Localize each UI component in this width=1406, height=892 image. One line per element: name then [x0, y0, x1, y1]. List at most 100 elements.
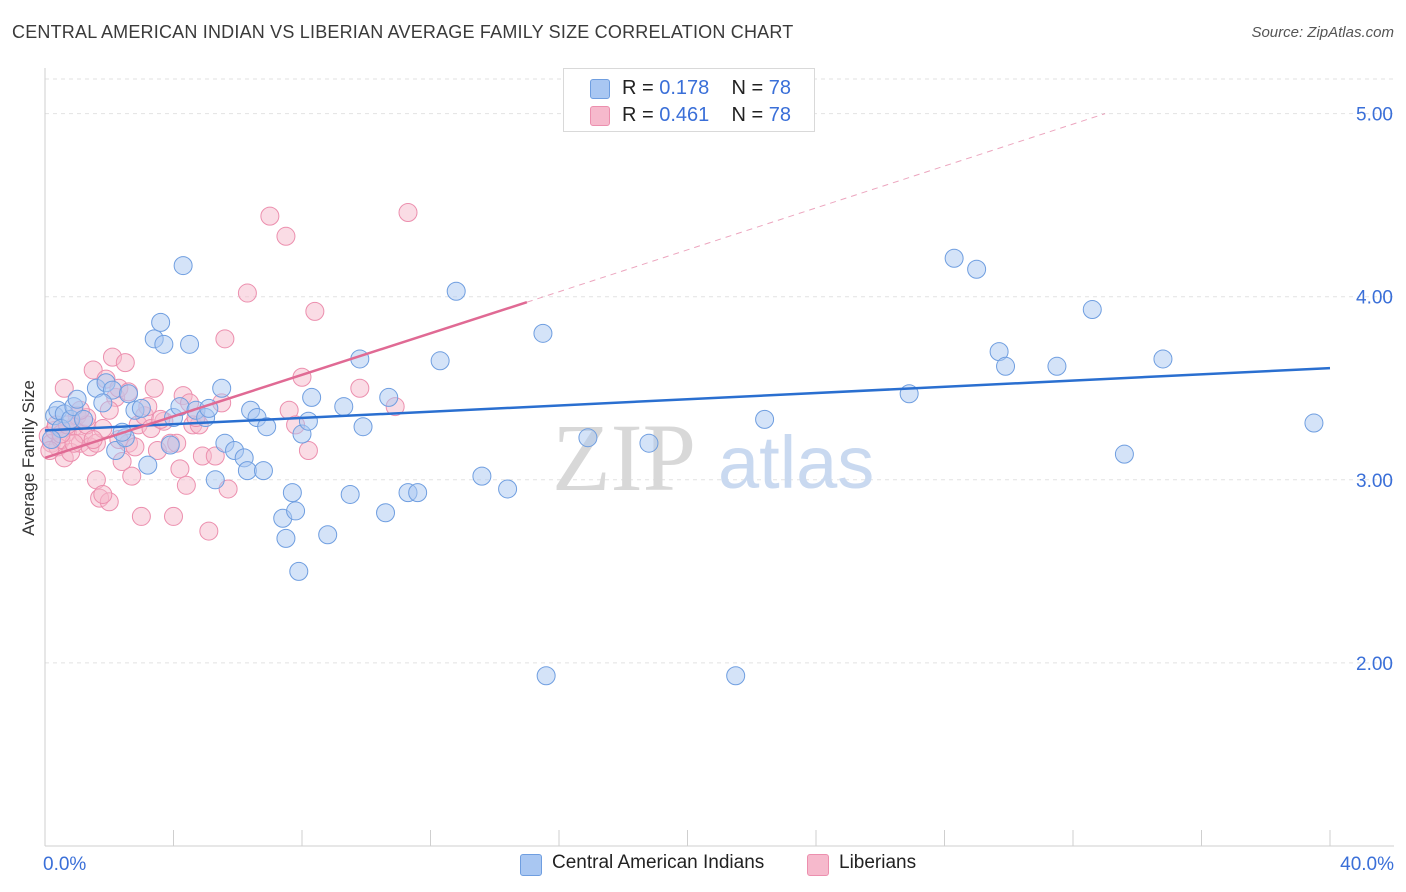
correlation-legend: R = 0.178 N = 78 R = 0.461 N = 78 — [563, 68, 815, 132]
liberians-point — [176, 475, 196, 495]
central-american-indians-point — [67, 389, 87, 409]
trendlines — [44, 113, 1331, 460]
central-american-indians-point — [298, 411, 318, 431]
y-tick-label: 5.00 — [1356, 105, 1393, 126]
liberians-point — [237, 283, 257, 303]
liberians-point — [170, 459, 190, 479]
watermark-zip: ZIP — [552, 404, 696, 511]
legend-blue-n: 78 — [768, 77, 792, 99]
central-american-indians-point — [276, 528, 296, 548]
central-american-indians-point — [1114, 444, 1134, 464]
central-american-indians-point — [533, 323, 553, 343]
central-american-indians-point — [253, 461, 273, 481]
liberians-point — [305, 301, 325, 321]
central-american-indians-points — [41, 248, 1324, 686]
liberians-points — [38, 202, 418, 541]
central-american-indians-point — [472, 466, 492, 486]
liberians-point — [54, 378, 74, 398]
y-axis-label: Average Family Size — [19, 380, 38, 536]
central-american-indians-point — [289, 561, 309, 581]
central-american-indians-point — [967, 259, 987, 279]
liberians-point — [260, 206, 280, 226]
liberians-point — [350, 378, 370, 398]
legend-pink-text: R = 0.461 N = 78 — [622, 104, 792, 126]
legend-blue-text: R = 0.178 N = 78 — [622, 77, 792, 99]
central-american-indians-point — [334, 397, 354, 417]
central-american-indians-point — [639, 433, 659, 453]
central-american-indians-point — [74, 409, 94, 429]
central-american-indians-point — [257, 417, 277, 437]
central-american-indians-point — [154, 334, 174, 354]
central-american-indians-point — [286, 501, 306, 521]
liberians-point — [131, 506, 151, 526]
central-american-indians-point — [119, 384, 139, 404]
liberians-point — [298, 441, 318, 461]
central-american-indians-point — [340, 484, 360, 504]
central-american-indians-point — [1047, 356, 1067, 376]
liberians-point — [93, 484, 113, 504]
central-american-indians-point — [536, 666, 556, 686]
blue-swatch-icon — [590, 79, 610, 99]
central-american-indians-point — [212, 378, 232, 398]
liberians-point — [199, 521, 219, 541]
central-american-indians-point — [93, 393, 113, 413]
liberians-trendline — [44, 301, 528, 460]
liberians-point — [164, 506, 183, 526]
central-american-indians-point — [944, 248, 964, 268]
x-tick-label-min: 0.0% — [43, 854, 86, 875]
central-american-indians-point — [138, 455, 158, 475]
legend-row-pink: R = 0.461 N = 78 — [564, 102, 814, 128]
central-american-indians-point — [726, 666, 746, 686]
liberians-point — [215, 329, 235, 349]
central-american-indians-point — [376, 503, 396, 523]
central-american-indians-point — [1304, 413, 1324, 433]
liberians-point — [122, 466, 142, 486]
watermark-atlas: atlas — [718, 421, 874, 504]
central-american-indians-point — [302, 387, 322, 407]
central-american-indians-point — [1153, 349, 1173, 369]
central-american-indians-point — [173, 256, 193, 276]
central-american-indians-point — [205, 470, 225, 490]
central-american-indians-point — [180, 334, 200, 354]
legend-pink-r: 0.461 — [659, 104, 710, 126]
pink-legend-swatch-icon — [807, 854, 829, 876]
central-american-indians-point — [151, 312, 171, 332]
chart-title: CENTRAL AMERICAN INDIAN VS LIBERIAN AVER… — [12, 22, 794, 42]
central-american-indians-point — [353, 417, 373, 437]
legend-row-blue: R = 0.178 N = 78 — [564, 75, 814, 101]
central-american-indians-point — [446, 281, 466, 301]
liberians-point — [144, 378, 164, 398]
tick-labels: 2.00 3.00 4.00 5.00 0.0% 40.0% — [43, 105, 1394, 875]
central-american-indians-point — [498, 479, 518, 499]
central-american-indians-point — [1082, 300, 1102, 320]
liberians-trendline-extension — [526, 113, 1106, 303]
grid-lines — [45, 78, 1394, 664]
central-american-indians-point — [282, 483, 302, 503]
legend-blue-r: 0.178 — [659, 77, 710, 99]
central-american-indians-point — [379, 387, 399, 407]
blue-legend-swatch-icon — [520, 854, 542, 876]
liberians-point — [218, 479, 238, 499]
central-american-indians-point — [408, 483, 428, 503]
liberians-point — [115, 353, 135, 373]
x-tick-label-max: 40.0% — [1340, 854, 1394, 875]
pink-swatch-icon — [590, 106, 610, 126]
source-label: Source: ZipAtlas.com — [1251, 24, 1394, 41]
central-american-indians-point — [41, 430, 61, 450]
liberians-point — [276, 226, 296, 246]
liberians-point — [398, 202, 418, 222]
central-american-indians-trendline — [44, 366, 1331, 432]
central-american-indians-point — [131, 398, 151, 418]
y-tick-label: 3.00 — [1356, 471, 1393, 492]
central-american-indians-point — [318, 525, 338, 545]
bottom-legend-label: Liberians — [839, 852, 917, 873]
central-american-indians-point — [996, 356, 1016, 376]
y-tick-label: 2.00 — [1356, 654, 1393, 675]
liberians-point — [205, 446, 225, 466]
liberians-point — [83, 360, 103, 380]
central-american-indians-point — [430, 351, 450, 371]
legend-pink-n: 78 — [768, 104, 792, 126]
central-american-indians-point — [160, 435, 180, 455]
bottom-legend-label: Central American Indians — [552, 852, 765, 873]
